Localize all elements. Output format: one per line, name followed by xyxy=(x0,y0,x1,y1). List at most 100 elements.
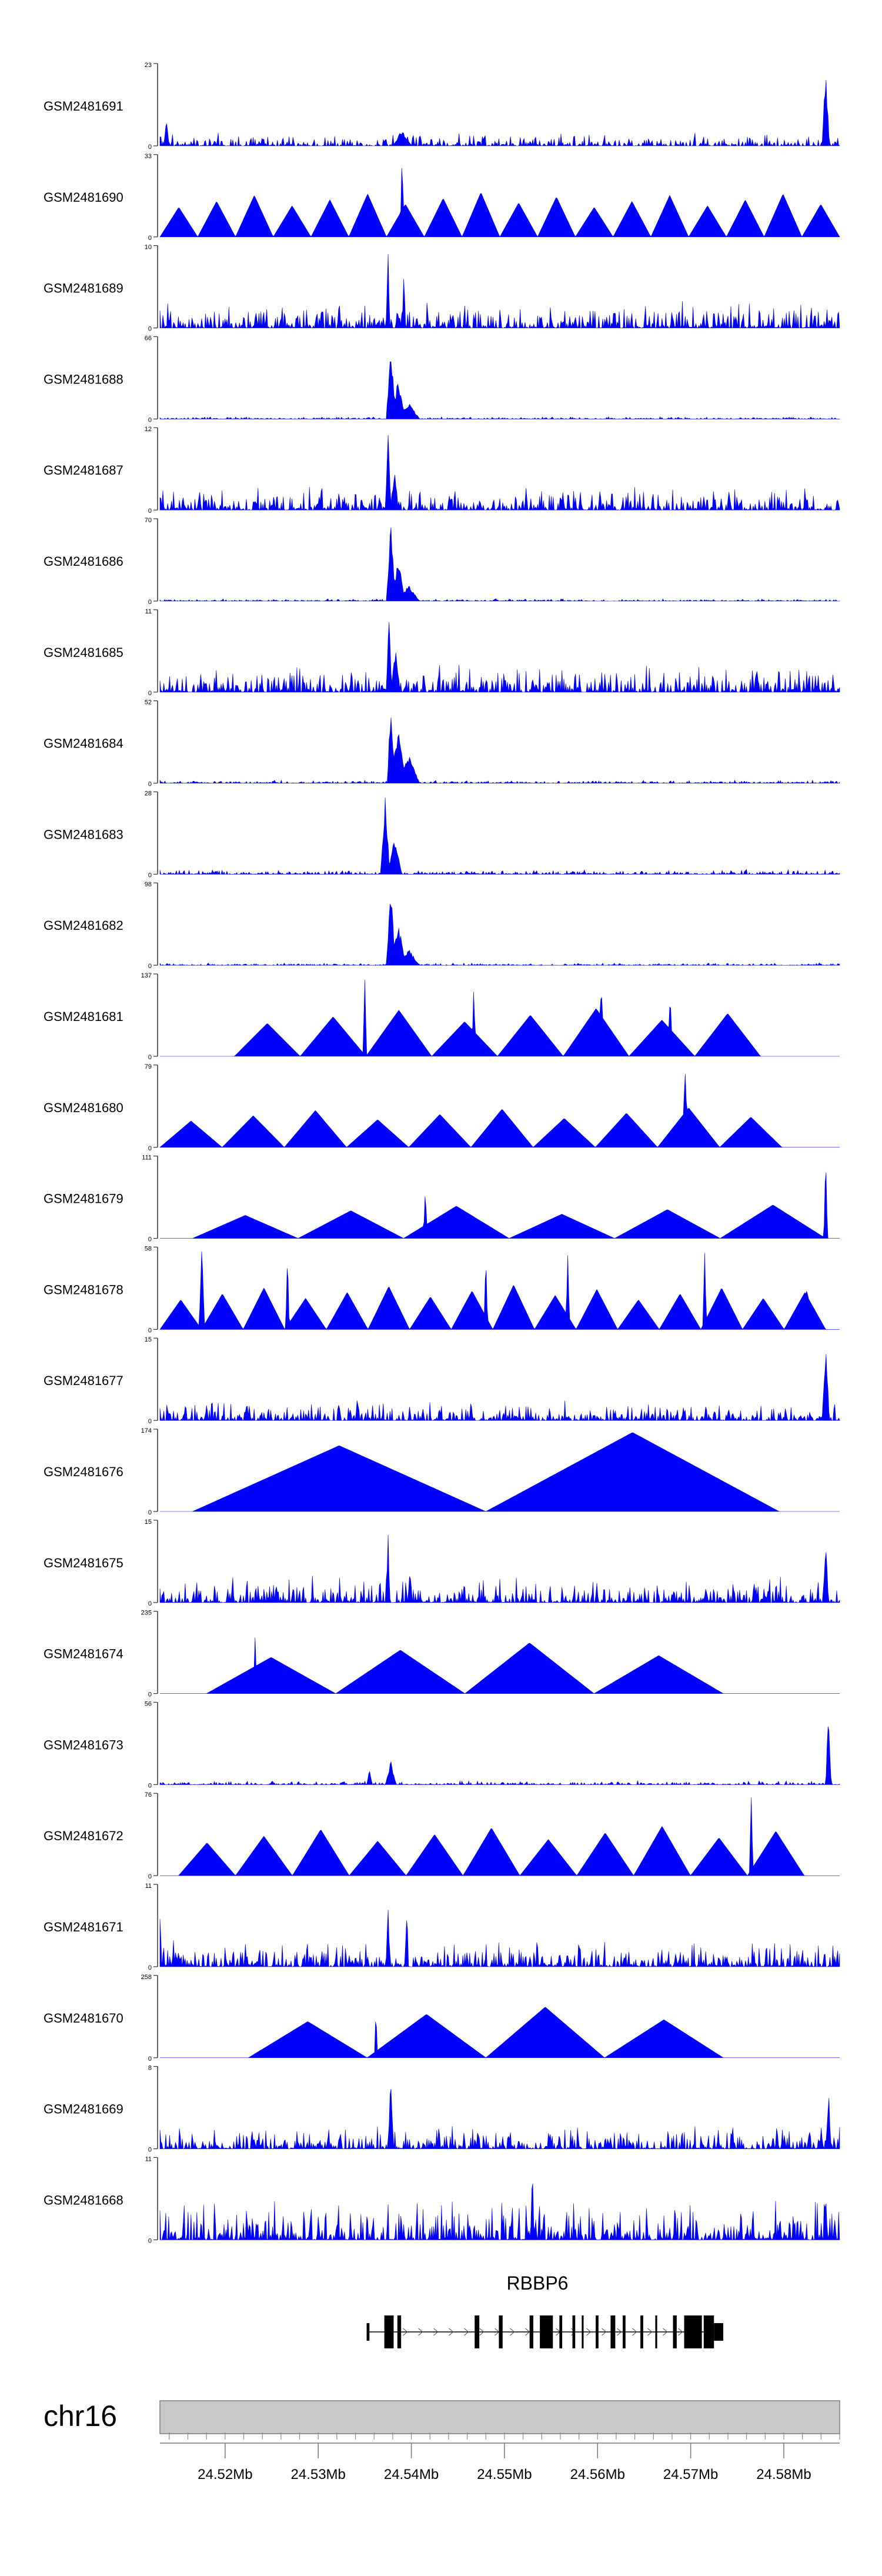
track-label: GSM2481679 xyxy=(44,1192,123,1206)
track-GSM2481671: GSM2481671 11 0 xyxy=(44,1883,840,1971)
y-min-label: 0 xyxy=(148,1327,152,1334)
y-min-label: 0 xyxy=(148,1964,152,1971)
gene-label: RBBP6 xyxy=(507,2273,569,2294)
track-GSM2481678: GSM2481678 58 0 xyxy=(44,1245,840,1334)
axis-tick-label: 24.57Mb xyxy=(663,2467,718,2482)
y-min-label: 0 xyxy=(148,508,152,515)
gene-exon xyxy=(673,2315,677,2348)
ideogram-track: chr16 24.52Mb 24.53Mb 24.54Mb 24.55Mb 24.56M… xyxy=(44,2400,840,2482)
axis-tick-label: 24.56Mb xyxy=(570,2467,625,2482)
y-max-label: 10 xyxy=(145,244,152,251)
track-label: GSM2481680 xyxy=(44,1100,123,1115)
track-GSM2481690: GSM2481690 33 0 xyxy=(44,153,840,242)
track-label: GSM2481669 xyxy=(44,2102,123,2117)
track-GSM2481680: GSM2481680 79 0 xyxy=(44,1063,840,1152)
y-min-label: 0 xyxy=(148,1691,152,1699)
track-label: GSM2481678 xyxy=(44,1282,123,1297)
y-min-label: 0 xyxy=(148,1600,152,1607)
y-max-label: 33 xyxy=(145,153,152,160)
y-max-label: 98 xyxy=(145,881,152,888)
coverage-area xyxy=(160,1637,840,1694)
track-label: GSM2481688 xyxy=(44,372,123,386)
track-GSM2481689: GSM2481689 10 0 xyxy=(44,244,840,333)
y-max-label: 235 xyxy=(141,1610,152,1617)
track-GSM2481683: GSM2481683 28 0 xyxy=(44,790,840,879)
y-min-label: 0 xyxy=(148,781,152,788)
strand-arrow xyxy=(510,2328,515,2336)
strand-arrow xyxy=(678,2328,683,2336)
gene-exon xyxy=(475,2315,480,2348)
track-GSM2481679: GSM2481679 111 0 xyxy=(44,1154,840,1243)
y-min-label: 0 xyxy=(148,1873,152,1880)
coverage-area xyxy=(159,797,840,875)
coverage-area xyxy=(160,1432,840,1512)
y-max-label: 8 xyxy=(148,2065,152,2072)
y-max-label: 23 xyxy=(145,62,152,69)
strand-arrow xyxy=(449,2328,454,2336)
strand-arrow xyxy=(525,2328,530,2336)
axis-tick-label: 24.54Mb xyxy=(384,2467,439,2482)
track-GSM2481676: GSM2481676 174 0 xyxy=(44,1427,840,1516)
coverage-area xyxy=(159,435,840,511)
track-GSM2481673: GSM2481673 56 0 xyxy=(44,1700,840,1789)
y-max-label: 12 xyxy=(145,426,152,433)
y-max-label: 15 xyxy=(145,1519,152,1526)
gene-exon xyxy=(623,2315,626,2348)
track-label: GSM2481683 xyxy=(44,827,123,842)
track-label: GSM2481674 xyxy=(44,1647,123,1661)
coverage-area xyxy=(159,168,840,238)
coverage-area xyxy=(160,1797,840,1876)
gene-exon xyxy=(655,2315,657,2348)
coverage-area xyxy=(159,361,840,420)
y-min-label: 0 xyxy=(148,2237,152,2244)
track-label: GSM2481668 xyxy=(44,2193,123,2207)
track-label: GSM2481671 xyxy=(44,1920,123,1934)
coverage-area xyxy=(159,79,840,147)
track-label: GSM2481690 xyxy=(44,190,123,205)
genome-axis: 24.52Mb 24.53Mb 24.54Mb 24.55Mb 24.56Mb 24.57… xyxy=(160,2432,840,2482)
y-min-label: 0 xyxy=(148,144,152,151)
track-label: GSM2481691 xyxy=(44,99,123,114)
track-label: GSM2481672 xyxy=(44,1828,123,1843)
strand-arrow xyxy=(433,2328,439,2336)
coverage-area xyxy=(159,903,840,966)
y-max-label: 15 xyxy=(145,1336,152,1343)
gene-exon xyxy=(582,2315,584,2348)
gene-exon xyxy=(540,2315,553,2348)
track-label: GSM2481687 xyxy=(44,463,123,478)
track-label: GSM2481673 xyxy=(44,1737,123,1752)
track-GSM2481681: GSM2481681 137 0 xyxy=(44,972,840,1061)
y-max-label: 76 xyxy=(145,1791,152,1798)
track-GSM2481669: GSM2481669 8 0 xyxy=(44,2065,840,2154)
y-min-label: 0 xyxy=(148,2056,152,2063)
y-min-label: 0 xyxy=(148,690,152,697)
track-label: GSM2481670 xyxy=(44,2011,123,2026)
y-max-label: 11 xyxy=(145,2155,152,2163)
gene-model xyxy=(366,2315,724,2348)
y-max-label: 79 xyxy=(145,1063,152,1070)
y-max-label: 174 xyxy=(141,1427,152,1434)
track-GSM2481675: GSM2481675 15 0 xyxy=(44,1519,840,1607)
y-max-label: 11 xyxy=(145,608,152,615)
gene-exon xyxy=(714,2323,724,2341)
track-label: GSM2481676 xyxy=(44,1464,123,1479)
y-min-label: 0 xyxy=(148,1418,152,1425)
gene-exon xyxy=(559,2315,563,2348)
gene-exon xyxy=(640,2315,643,2348)
coverage-area xyxy=(159,527,840,602)
axis-tick-label: 24.53Mb xyxy=(291,2467,346,2482)
track-GSM2481687: GSM2481687 12 0 xyxy=(44,426,840,515)
coverage-area xyxy=(159,1354,840,1422)
track-label: GSM2481675 xyxy=(44,1556,123,1570)
track-GSM2481670: GSM2481670 258 0 xyxy=(44,1974,840,2063)
y-max-label: 58 xyxy=(145,1245,152,1252)
strand-arrow xyxy=(479,2328,485,2336)
y-max-label: 137 xyxy=(141,972,152,979)
gene-exon xyxy=(610,2315,616,2348)
y-max-label: 52 xyxy=(145,699,152,706)
coverage-area xyxy=(160,1172,840,1239)
axis-tick-label: 24.52Mb xyxy=(198,2467,252,2482)
coverage-area xyxy=(159,253,840,329)
track-GSM2481668: GSM2481668 11 0 xyxy=(44,2155,840,2244)
